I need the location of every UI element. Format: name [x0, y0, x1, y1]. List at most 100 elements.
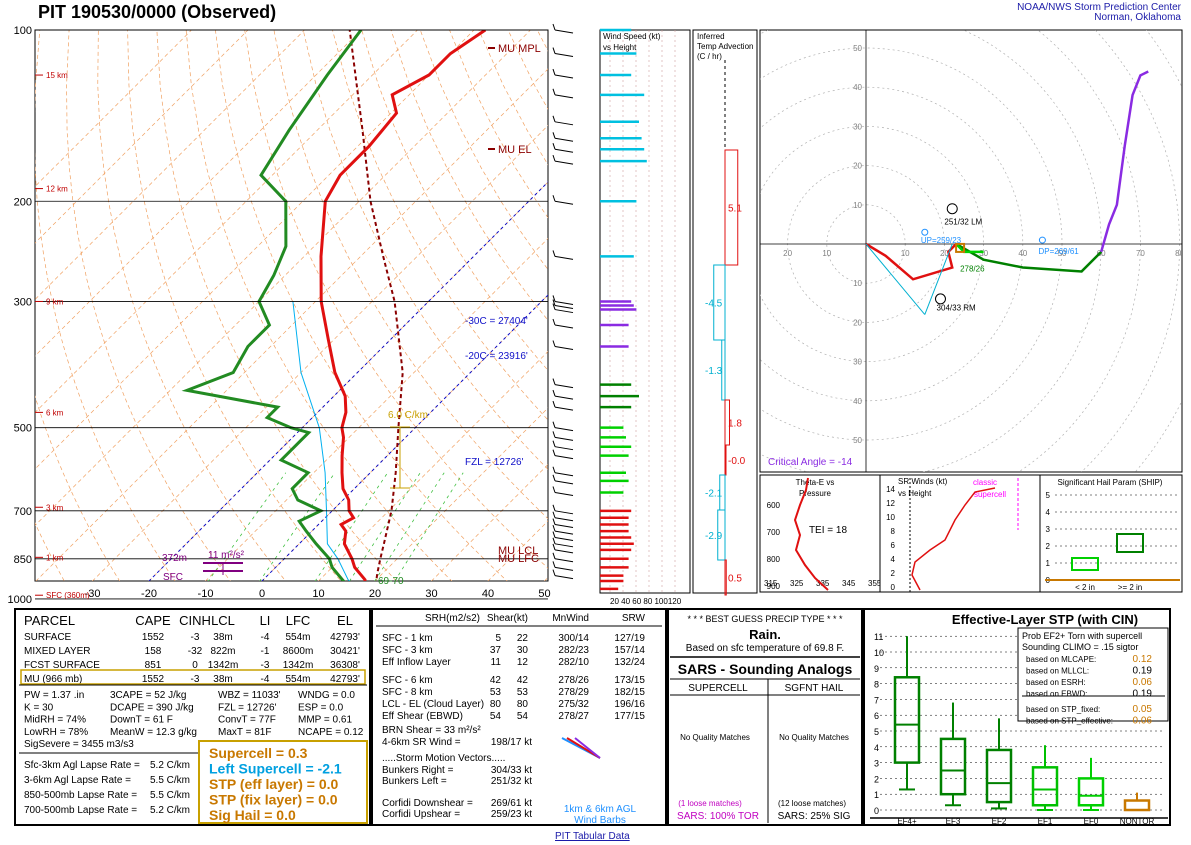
thetae-x-tick: 315	[764, 579, 778, 588]
wind-barb-staff	[554, 200, 574, 205]
dry-adiabat	[127, 30, 342, 581]
composite-value: STP (eff layer) = 0.0	[209, 776, 339, 792]
pressure-tick-label: 500	[14, 423, 32, 435]
wind-speed-frame	[599, 29, 691, 594]
pressure-tick-label: 300	[14, 296, 32, 308]
sars-title: SARS - Sounding Analogs	[678, 661, 853, 677]
lapse-rate-value: 5.2 C/km	[150, 760, 190, 771]
vector-label: Corfidi Upshear =	[382, 809, 460, 820]
parcel-cell: 554m	[285, 632, 310, 643]
isotherm	[205, 238, 548, 581]
pressure-tick-label: 1000	[8, 594, 32, 606]
thetae-x-tick: 325	[790, 579, 804, 588]
param-cell: FZL = 12726'	[218, 702, 277, 713]
stp-category: EF0	[1084, 817, 1099, 826]
kin-cell: 157/14	[614, 645, 645, 656]
kin-cell: 42	[490, 675, 502, 686]
thetae-y-tick: 800	[767, 555, 781, 564]
param-cell: 3CAPE = 52 J/kg	[110, 690, 186, 701]
hodo-tick: 20	[853, 318, 862, 327]
isotherm	[148, 181, 548, 581]
param-cell: MMP = 0.61	[298, 715, 352, 726]
hodo-tick: 40	[853, 83, 862, 92]
stp-category: EF4+	[897, 817, 917, 826]
hodo-trace	[955, 242, 1103, 273]
hodo-tick: 80	[1175, 249, 1184, 258]
wind-barb-staff	[554, 446, 574, 451]
isotherm	[92, 125, 548, 581]
srwind-trace	[911, 487, 996, 591]
srwind-y-tick: 8	[891, 527, 896, 536]
composite-value: Left Supercell = -2.1	[209, 761, 342, 777]
stp-box	[939, 737, 967, 796]
parcel-cell: -3	[191, 632, 200, 643]
srwind-y-tick: 12	[886, 499, 895, 508]
dn-marker	[1038, 236, 1046, 244]
wind-barb-staff	[554, 543, 574, 548]
wind-barb-staff	[554, 436, 574, 441]
advection-title-3: (C / hr)	[697, 52, 722, 61]
wind-barb-staff	[554, 492, 574, 496]
composite-value: Supercell = 0.3	[209, 745, 308, 761]
wind-barb-staff	[554, 395, 574, 400]
wind-barb-flag	[552, 440, 556, 447]
prob-box	[1017, 627, 1169, 722]
kin-cell: 53	[490, 687, 502, 698]
height-label: 3 km	[46, 503, 64, 512]
lapse-rate-value: 5.5 C/km	[150, 775, 190, 786]
parcel-header: EL	[337, 613, 353, 628]
advection-label: 5.1	[728, 204, 742, 215]
advection-bar	[717, 509, 726, 561]
dry-adiabat	[156, 30, 397, 581]
advection-label: -2.1	[705, 489, 723, 500]
parcel-panel	[14, 608, 371, 826]
parcel-cell: 36308'	[330, 660, 360, 671]
wind-barb-flag	[552, 569, 556, 576]
stp-title: Effective-Layer STP (with CIN)	[952, 612, 1138, 627]
temp-tick-label: 0	[259, 588, 265, 600]
prob-item-value: 0.12	[1133, 654, 1153, 665]
hodo-tick: 50	[853, 44, 862, 53]
kin-header: MnWind	[552, 613, 589, 624]
wind-barb-flag	[552, 486, 556, 493]
param-cell: LowRH = 78%	[24, 727, 88, 738]
hodo-tick: 30	[853, 122, 862, 131]
advection-bar	[724, 149, 739, 266]
height-label: 6 km	[46, 408, 64, 417]
thetae-title-1: Theta-E vs	[796, 478, 835, 487]
parcel-cell: FCST SURFACE	[24, 660, 100, 671]
param-cell: MeanW = 12.3 g/kg	[110, 727, 197, 738]
isotherm	[261, 294, 548, 581]
pressure-tick-label: 200	[14, 196, 32, 208]
mean-wind-marker	[955, 242, 966, 253]
temp-tick-label: 20	[369, 588, 381, 600]
lapse-label: 6.0 C/km	[388, 410, 428, 421]
mixing-ratio-line	[374, 472, 445, 581]
parcel-cell: -4	[261, 674, 270, 685]
prob-item-label: based on ESRH:	[1026, 678, 1086, 687]
advection-title-1: Inferred	[697, 32, 725, 41]
temp-tick-label: 10	[312, 588, 324, 600]
dry-adiabat	[273, 30, 548, 520]
parcel-cell: MIXED LAYER	[24, 646, 91, 657]
hodo-tick: 60	[853, 5, 862, 14]
wind-barb-staff	[554, 455, 574, 460]
composite-box	[198, 740, 368, 824]
stp-panel	[863, 608, 1171, 826]
parcel-header: LFC	[286, 613, 311, 628]
tabular-data-link[interactable]: PIT Tabular Data	[555, 831, 630, 842]
stp-y-tick: 11	[874, 632, 883, 642]
wind-barb-flag	[552, 431, 556, 438]
wind-barb-flag	[552, 421, 556, 428]
lm-marker	[946, 203, 958, 215]
wind-barb-staff	[554, 480, 574, 485]
effective-top-label: 372m	[162, 553, 187, 564]
wind-barb-flag	[552, 400, 556, 408]
dry-adiabat	[302, 30, 548, 470]
mu-row-highlight	[20, 669, 366, 685]
temp-tick-label: -30	[85, 588, 101, 600]
wind-barb-staff	[554, 94, 574, 99]
wind-barb-flag	[552, 132, 556, 139]
srwind-y-tick: 4	[891, 555, 896, 564]
